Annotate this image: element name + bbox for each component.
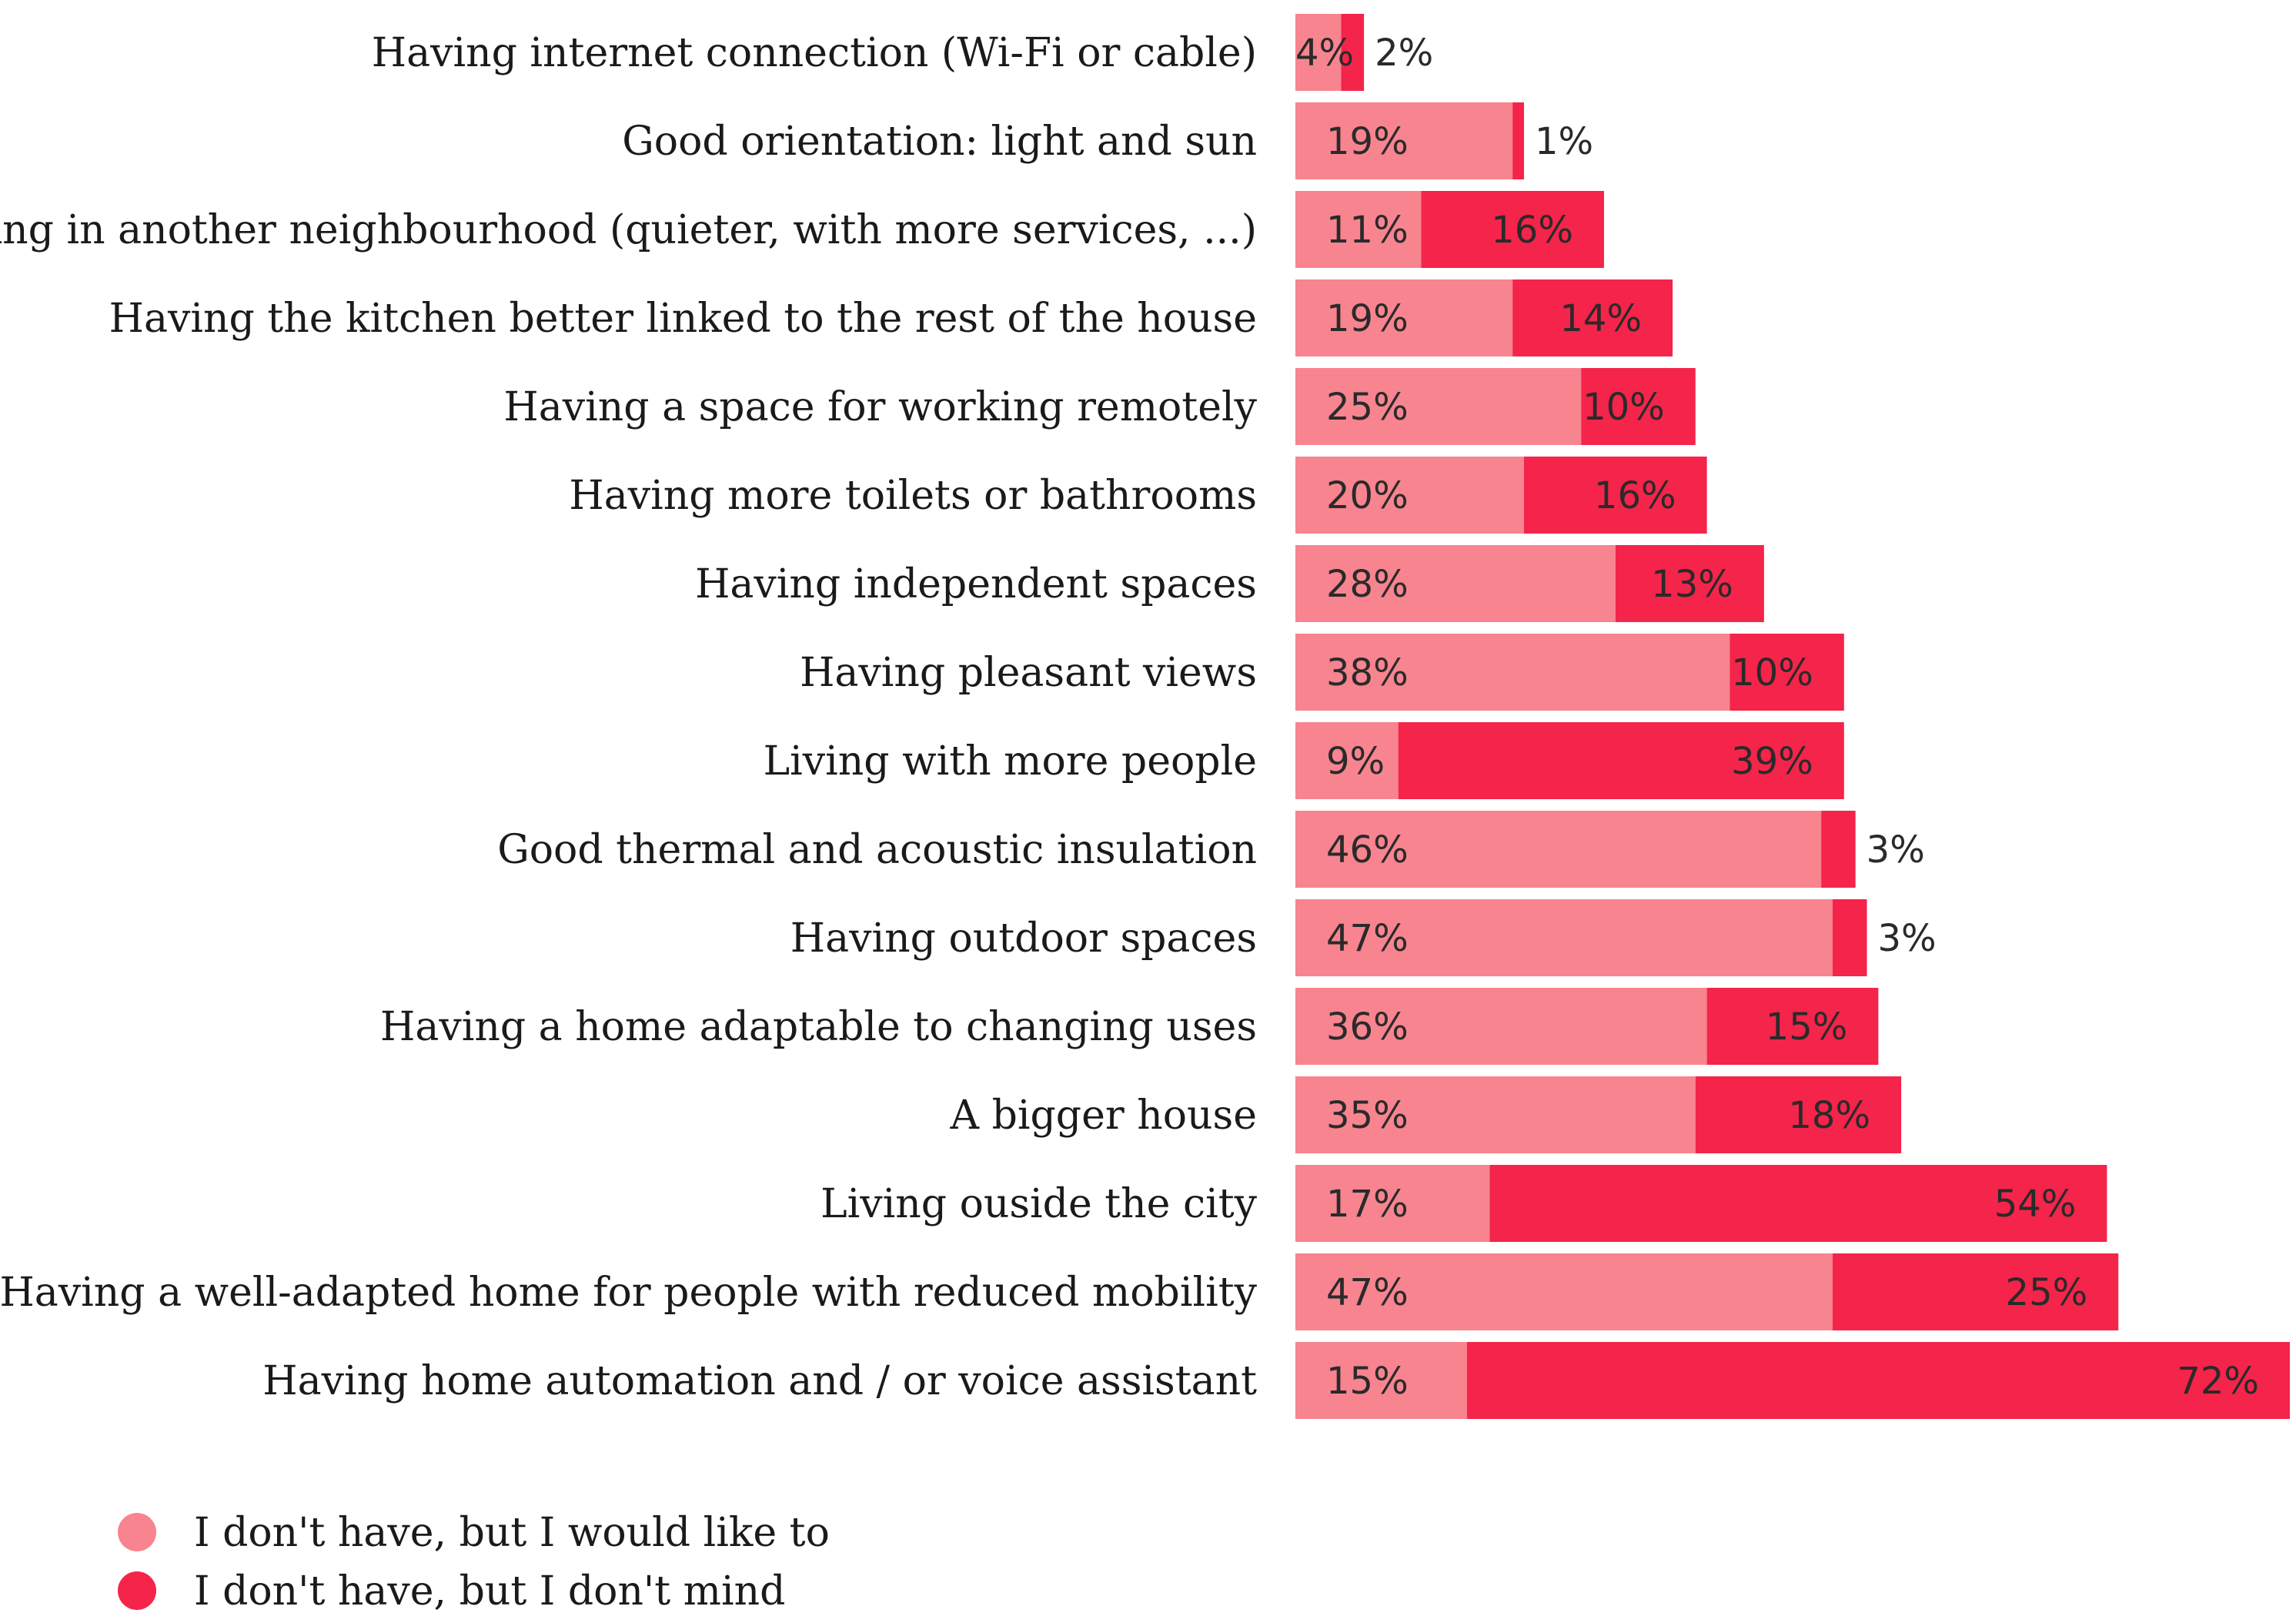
value-label-dont-mind: 25% — [2006, 1271, 2088, 1314]
value-label-dont-mind: 13% — [1651, 563, 1733, 606]
bar-segment-dont-mind — [1512, 102, 1525, 179]
bar-segment-would-like — [1295, 988, 1707, 1065]
category-label: Having more toilets or bathrooms — [569, 473, 1257, 519]
bar-segment-dont-mind — [1421, 191, 1604, 268]
category-label: Good orientation: light and sun — [622, 119, 1257, 165]
value-label-dont-mind: 3% — [1878, 917, 1937, 960]
value-label-dont-mind: 18% — [1788, 1094, 1870, 1137]
bar-segment-would-like — [1295, 1165, 1490, 1242]
value-label-would-like: 9% — [1326, 740, 1385, 783]
bar-segment-dont-mind — [1512, 279, 1673, 356]
category-label: Having independent spaces — [695, 561, 1257, 607]
category-label: Having home automation and / or voice as… — [262, 1358, 1257, 1404]
bar-segment-dont-mind — [1821, 811, 1856, 888]
bar-segment-dont-mind — [1695, 1076, 1902, 1153]
bar-segment-would-like — [1295, 545, 1616, 622]
value-label-would-like: 46% — [1326, 828, 1409, 872]
category-label: Having the kitchen better linked to the … — [109, 296, 1257, 342]
value-label-would-like: 19% — [1326, 120, 1409, 163]
value-label-would-like: 15% — [1326, 1360, 1409, 1403]
bar-segment-dont-mind — [1398, 722, 1844, 799]
value-label-would-like: 28% — [1326, 563, 1409, 606]
value-label-dont-mind: 54% — [1994, 1183, 2077, 1226]
value-label-dont-mind: 14% — [1559, 297, 1642, 340]
value-label-would-like: 47% — [1326, 1271, 1409, 1314]
bar-segment-dont-mind — [1466, 1342, 2290, 1419]
category-label: Living in another neighbourhood (quieter… — [0, 207, 1257, 253]
bars — [1295, 14, 2290, 1419]
value-label-would-like: 47% — [1326, 917, 1409, 960]
value-label-dont-mind: 2% — [1375, 32, 1433, 75]
category-label: Living with more people — [764, 738, 1257, 785]
category-label: Having a space for working remotely — [503, 384, 1257, 430]
legend-label: I don't have, but I would like to — [194, 1510, 830, 1556]
value-label-dont-mind: 1% — [1535, 120, 1593, 163]
legend: I don't have, but I would like to I don't… — [118, 1510, 830, 1615]
bar-segment-would-like — [1295, 14, 1342, 91]
category-label: Having outdoor spaces — [790, 915, 1257, 962]
category-label: Having internet connection (Wi-Fi or cab… — [372, 30, 1257, 76]
bar-segment-dont-mind — [1706, 988, 1879, 1065]
value-label-would-like: 11% — [1326, 209, 1409, 252]
bar-segment-dont-mind — [1832, 899, 1867, 976]
bar-segment-would-like — [1295, 457, 1525, 534]
legend-label: I don't have, but I don't mind — [194, 1568, 785, 1615]
bar-segment-dont-mind — [1832, 1253, 2119, 1330]
value-label-would-like: 4% — [1295, 32, 1354, 75]
value-label-would-like: 36% — [1326, 1006, 1409, 1049]
bar-segment-would-like — [1295, 1342, 1467, 1419]
bar-segment-dont-mind — [1341, 14, 1365, 91]
bar-segment-would-like — [1295, 279, 1513, 356]
value-label-dont-mind: 15% — [1766, 1006, 1848, 1049]
value-label-dont-mind: 16% — [1594, 474, 1676, 517]
category-label: Good thermal and acoustic insulation — [497, 827, 1257, 873]
bar-segment-would-like — [1295, 1253, 1833, 1330]
bar-segment-would-like — [1295, 722, 1399, 799]
value-label-would-like: 35% — [1326, 1094, 1409, 1137]
value-labels: 4% 2% 19% 1% 11% 16% 19% 14% 25% 10% 20% 16% 28% 13% 3… — [1295, 32, 2259, 1403]
bar-segment-would-like — [1295, 102, 1513, 179]
value-label-dont-mind: 72% — [2177, 1360, 2259, 1403]
bar-segment-dont-mind — [1524, 457, 1707, 534]
value-label-dont-mind: 10% — [1731, 651, 1813, 694]
bar-segment-would-like — [1295, 899, 1833, 976]
bar-segment-would-like — [1295, 1076, 1696, 1153]
legend-marker-would-like — [118, 1513, 156, 1551]
bar-segment-dont-mind — [1581, 368, 1696, 445]
bar-segment-dont-mind — [1489, 1165, 2107, 1242]
value-label-would-like: 38% — [1326, 651, 1409, 694]
value-label-dont-mind: 10% — [1582, 386, 1665, 429]
category-label: Having pleasant views — [800, 650, 1257, 696]
category-label: Having a well-adapted home for people wi… — [0, 1270, 1258, 1316]
value-label-dont-mind: 3% — [1867, 828, 1925, 872]
bar-segment-would-like — [1295, 634, 1730, 711]
category-label: Having a home adaptable to changing uses — [380, 1004, 1257, 1050]
value-label-dont-mind: 39% — [1731, 740, 1813, 783]
bar-segment-dont-mind — [1615, 545, 1764, 622]
bar-segment-dont-mind — [1730, 634, 1844, 711]
bar-segment-would-like — [1295, 191, 1422, 268]
value-label-would-like: 20% — [1326, 474, 1409, 517]
bar-segment-would-like — [1295, 811, 1822, 888]
category-label: Living ouside the city — [820, 1181, 1258, 1227]
value-label-would-like: 17% — [1326, 1183, 1409, 1226]
value-label-would-like: 19% — [1326, 297, 1409, 340]
category-label: A bigger house — [950, 1093, 1257, 1139]
legend-marker-dont-mind — [118, 1571, 156, 1610]
value-label-would-like: 25% — [1326, 386, 1409, 429]
value-label-dont-mind: 16% — [1491, 209, 1573, 252]
bar-segment-would-like — [1295, 368, 1582, 445]
category-labels: Having internet connection (Wi-Fi or cab… — [0, 30, 1258, 1404]
